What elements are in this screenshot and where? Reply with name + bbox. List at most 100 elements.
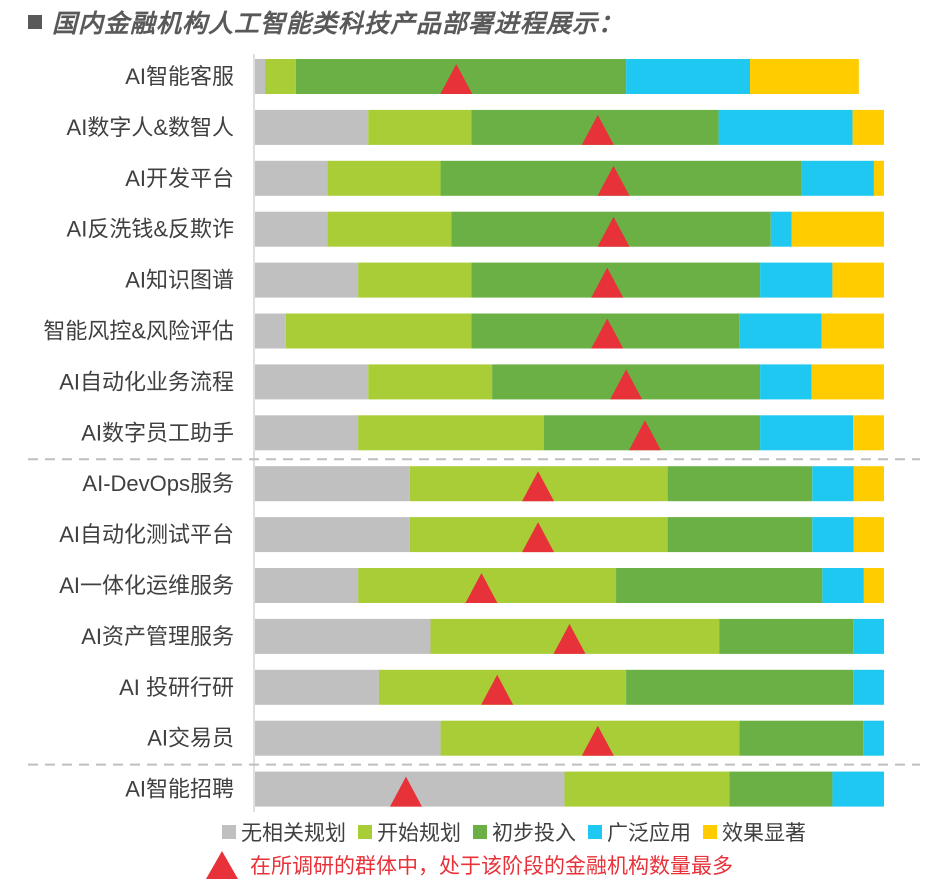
category-label: AI知识图谱 [125,268,234,293]
bar-segment [255,313,286,349]
bar-segment [821,313,884,349]
stage-marker-triangle [465,573,498,603]
bar-segment [853,618,884,654]
bar-segment [812,517,854,553]
legend-swatch [588,825,602,839]
bar-segment [255,262,359,298]
title-square-icon [28,15,42,29]
legend-label: 初步投入 [492,822,576,845]
bar-segment [255,720,441,756]
category-label: AI智能招聘 [125,777,234,802]
legend-item: 无相关规划 [222,817,346,847]
legend-swatch [222,825,236,839]
bar-segment [863,720,884,756]
bar-segment [255,517,410,553]
bar-segment [770,211,792,247]
legend-label: 广泛应用 [607,822,691,845]
stage-marker-triangle [553,623,586,654]
stage-marker-triangle [581,725,614,756]
legend-label: 无相关规划 [241,822,346,845]
marker-legend-text: 在所调研的群体中，处于该阶段的金融机构数量最多 [250,855,733,878]
stage-marker-triangle [481,674,514,705]
legend: 无相关规划 开始规划 初步投入 广泛应用 效果显著 [222,818,818,846]
bar-segment [667,517,813,553]
category-label: AI智能客服 [125,64,234,89]
title-row: 国内金融机构人工智能类科技产品部署进程展示： [28,4,624,40]
legend-swatch [358,825,372,839]
category-label: AI自动化测试平台 [59,522,234,547]
bar-segment [801,160,874,196]
bar-segment [760,415,854,451]
bar-segment [368,364,493,400]
category-label: AI-DevOps服务 [82,471,234,496]
chart-title: 国内金融机构人工智能类科技产品部署进程展示： [52,10,625,38]
category-label: AI反洗钱&反欺诈 [67,217,234,242]
bar-segment [760,262,833,298]
bar-segment [255,59,266,94]
bar-segment [822,568,864,603]
bar-segment [255,568,359,603]
bar-segment [255,466,410,502]
bar-segment [873,160,884,196]
bar-segment [853,466,884,502]
stage-marker-triangle [628,420,661,451]
stage-marker-triangle [597,165,630,196]
bar-segment [863,568,884,603]
category-label: AI资产管理服务 [81,624,234,649]
category-label: AI数字员工助手 [81,420,234,445]
bar-segment [852,109,884,145]
bar-segment [739,720,864,756]
legend-label: 开始规划 [377,822,461,845]
bar-segment [358,415,544,451]
stage-marker-triangle [522,522,555,553]
bar-segment [667,466,813,502]
bar-segment [853,415,884,451]
category-label: AI 投研行研 [119,675,234,700]
bar-segment [285,313,472,349]
category-label: 智能风控&风险评估 [43,319,234,344]
bar-segment [750,59,859,94]
legend-item: 初步投入 [473,817,576,847]
bar-segment [719,618,854,654]
bar-segment [255,160,328,196]
bar-segment [812,466,854,502]
bar-segment [811,364,884,400]
bar-segment [265,59,296,94]
red-triangle-icon [206,851,238,879]
category-label: AI一体化运维服务 [59,573,234,598]
bar-segment [616,568,823,603]
category-label: AI开发平台 [125,166,234,191]
legend-swatch [473,825,487,839]
legend-label: 效果显著 [722,822,806,845]
bar-segment [358,262,472,298]
bar-segment [832,262,884,298]
bar-segment [255,364,369,400]
bar-segment [832,771,884,807]
stage-marker-triangle [591,318,624,349]
chart-area: AI智能客服 AI数字人&数智人 AI开发平台 AI反洗钱&反欺诈 AI知识图谱智能风控… [28,54,920,812]
stage-marker-triangle [597,216,630,247]
bar-segment [791,211,884,247]
legend-swatch [703,825,717,839]
bar-segment [255,669,379,705]
legend-item: 效果显著 [703,817,806,847]
category-label: AI数字人&数智人 [67,115,234,140]
bar-segment [729,771,833,807]
bar-segment [255,618,431,654]
legend-item: 开始规划 [358,817,461,847]
category-label: AI交易员 [147,726,234,751]
bar-segment [626,59,751,94]
bar-segment [626,669,854,705]
marker-legend-note: 在所调研的群体中，处于该阶段的金融机构数量最多 [206,849,733,881]
bar-segment [718,109,853,145]
stage-marker-triangle [591,267,624,298]
bar-segment [853,517,884,553]
bar-segment [853,669,884,705]
bar-segment [327,211,452,247]
bar-segment [368,109,472,145]
bar-segment [255,211,328,247]
legend-item: 广泛应用 [588,817,691,847]
bar-segment [564,771,730,807]
bar-segment [739,313,822,349]
stage-marker-triangle [610,369,643,400]
